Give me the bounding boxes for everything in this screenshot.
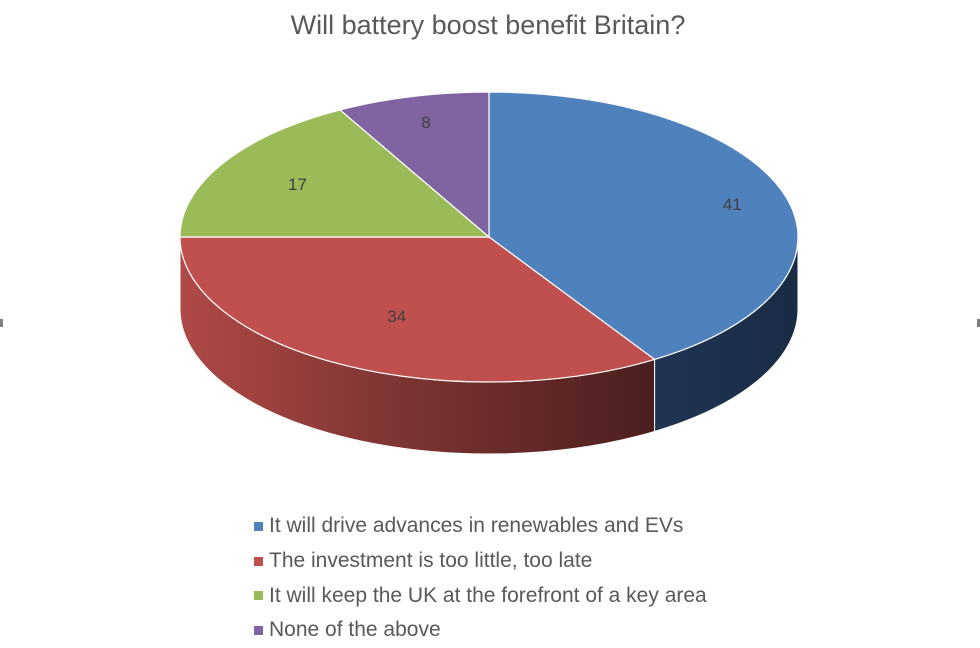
legend-label: It will drive advances in renewables and… — [269, 514, 684, 538]
data-label: 8 — [421, 113, 430, 132]
data-label: 41 — [723, 195, 742, 214]
legend-item: The investment is too little, too late — [254, 544, 707, 579]
data-label: 34 — [387, 307, 406, 326]
legend-label: None of the above — [269, 618, 441, 642]
chart-title: Will battery boost benefit Britain? — [291, 10, 686, 40]
legend-item: It will drive advances in renewables and… — [254, 509, 707, 544]
pie-slice — [179, 236, 656, 383]
pie-slice — [488, 91, 799, 361]
legend-item: None of the above — [254, 613, 707, 648]
legend-swatch — [254, 521, 263, 531]
legend-swatch — [254, 591, 263, 601]
pie-slice — [338, 91, 490, 239]
right-edge-tick — [977, 319, 980, 327]
pie-slice — [179, 109, 491, 238]
legend-label: It will keep the UK at the forefront of … — [269, 583, 707, 607]
legend-label: The investment is too little, too late — [269, 549, 593, 573]
legend: It will drive advances in renewables and… — [254, 509, 707, 648]
left-edge-tick — [0, 319, 3, 327]
legend-swatch — [254, 556, 263, 566]
data-label: 17 — [288, 175, 307, 194]
legend-item: It will keep the UK at the forefront of … — [254, 578, 707, 613]
legend-swatch — [254, 625, 263, 635]
